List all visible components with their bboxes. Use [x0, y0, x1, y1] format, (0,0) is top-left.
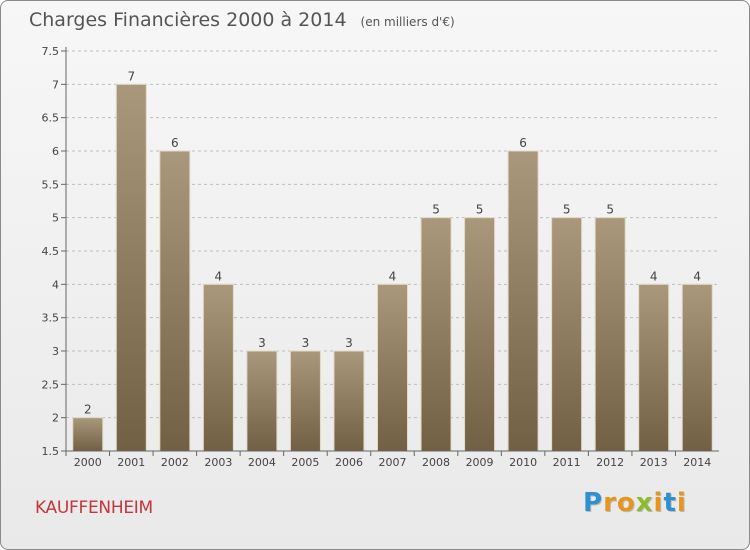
x-tick-label: 2012 [596, 456, 624, 469]
bar-2001 [115, 83, 147, 452]
data-label: 6 [171, 136, 179, 150]
location-name: KAUFFENHEIM [35, 498, 153, 518]
logo-letter: r [603, 488, 617, 518]
x-tick-label: 2007 [379, 456, 407, 469]
y-tick-label: 4 [52, 278, 59, 291]
x-tick-label: 2014 [683, 456, 711, 469]
y-tick-label: 5 [52, 212, 59, 225]
y-tick-label: 6 [52, 145, 59, 158]
x-tick-label: 2010 [509, 456, 537, 469]
logo-letter: i [676, 488, 687, 518]
x-tick-label: 2002 [161, 456, 189, 469]
x-tick-label: 2001 [117, 456, 145, 469]
bar-2014 [681, 283, 713, 452]
data-label: 7 [127, 69, 135, 83]
data-label: 5 [432, 203, 440, 217]
y-tick-label: 7.5 [42, 45, 60, 58]
y-tick-label: 4.5 [42, 245, 60, 258]
y-tick-label: 1.5 [42, 445, 60, 458]
y-tick-label: 5.5 [42, 178, 60, 191]
data-label: 3 [258, 336, 266, 350]
data-label: 3 [345, 336, 353, 350]
data-label: 5 [606, 203, 614, 217]
data-label: 4 [693, 269, 701, 283]
data-label: 3 [302, 336, 310, 350]
x-tick-label: 2013 [640, 456, 668, 469]
y-tick-label: 2.5 [42, 378, 60, 391]
bar-2000 [72, 417, 104, 452]
y-tick-label: 2 [52, 412, 59, 425]
bar-2006 [333, 350, 365, 452]
x-tick-label: 2006 [335, 456, 363, 469]
y-tick-label: 6.5 [42, 112, 60, 125]
y-tick-label: 3 [52, 345, 59, 358]
labels: 1.5 2 2.5 3 3.5 4 4.5 5 5.5 6 6.5 7 7.5 2 2000 7 2001 6 20… [42, 45, 712, 469]
bar-2004 [246, 350, 278, 452]
x-tick-label: 2004 [248, 456, 276, 469]
data-label: 4 [215, 269, 223, 283]
x-tick-label: 2011 [553, 456, 581, 469]
y-tick-label: 3.5 [42, 312, 60, 325]
bar-2011 [551, 217, 583, 452]
logo-letter: P [583, 488, 604, 518]
data-label: 2 [84, 403, 92, 417]
logo-letter: i [653, 488, 664, 518]
bar-2009 [464, 217, 496, 452]
x-tick-label: 2003 [204, 456, 232, 469]
bars [72, 83, 713, 452]
data-label: 5 [563, 203, 571, 217]
bar-2007 [377, 283, 408, 452]
proxiti-logo: Proxiti [583, 488, 687, 518]
data-label: 4 [389, 269, 397, 283]
bar-2008 [420, 217, 452, 452]
data-label: 5 [476, 203, 484, 217]
axes [61, 47, 719, 456]
chart-subtitle: (en milliers d'€) [360, 15, 455, 29]
bar-2005 [289, 350, 321, 452]
bar-2012 [594, 217, 626, 452]
x-tick-label: 2005 [291, 456, 319, 469]
data-label: 4 [650, 269, 658, 283]
y-tick-label: 7 [52, 78, 59, 91]
data-label: 6 [519, 136, 527, 150]
x-tick-label: 2000 [74, 456, 102, 469]
logo-letter: o [616, 488, 636, 518]
x-tick-label: 2009 [466, 456, 494, 469]
logo-letter: x [635, 488, 654, 518]
bar-2002 [159, 150, 191, 452]
logo-letter: t [663, 488, 677, 518]
bar-2010 [507, 150, 539, 452]
chart-title-text: Charges Financières 2000 à 2014 [29, 9, 347, 31]
bar-2013 [638, 283, 670, 452]
chart-title: Charges Financières 2000 à 2014 (en milli… [29, 9, 455, 31]
x-tick-label: 2008 [422, 456, 450, 469]
bar-2003 [202, 283, 234, 452]
